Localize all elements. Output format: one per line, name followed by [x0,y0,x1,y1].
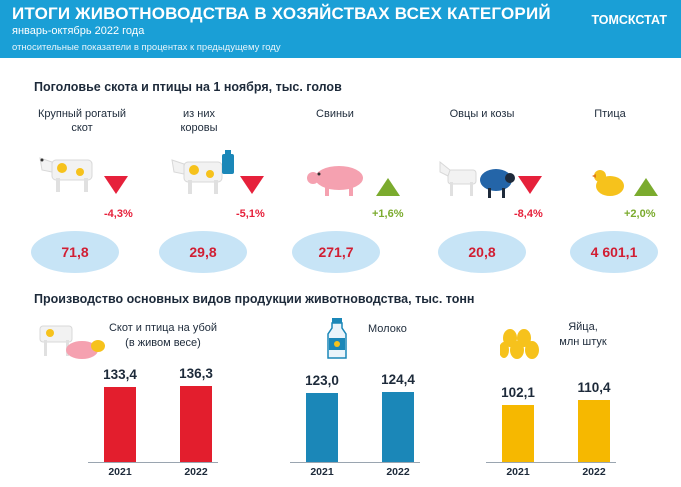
bird-icon [592,170,624,196]
sheep-goat-icon [439,160,515,198]
value-cattle: 71,8 [61,244,89,260]
year-milk-2022: 2022 [386,466,410,478]
value-ellipse-sheep-goats: 20,8 [438,231,526,273]
label-eggs: Яйца, млн штук [559,321,607,348]
label-slaughter: Скот и птица на убой (в живом весе) [108,322,218,349]
arrow-up-icon [634,178,658,196]
change-cows: -5,1% [236,208,265,220]
value-pigs: 271,7 [318,244,354,260]
value-ellipse-cows: 29,8 [159,231,247,273]
cow-icon [39,157,93,192]
bar-value-slaughter-2022: 136,3 [179,365,213,381]
change-cattle: -4,3% [104,208,133,220]
label-pigs: Свиньи [316,108,354,120]
dairy-cow-icon [171,150,234,194]
arrow-down-icon [518,176,542,194]
bar-value-milk-2021: 123,0 [305,373,339,389]
value-ellipse-pigs: 271,7 [292,231,380,273]
value-ellipse-poultry: 4 601,1 [570,231,658,273]
value-poultry: 4 601,1 [590,244,638,260]
bar-eggs-2022 [578,400,610,462]
milk-bottle-icon [327,318,347,359]
bar-value-eggs-2021: 102,1 [501,384,535,400]
value-cows: 29,8 [189,244,217,260]
header-banner: ИТОГИ ЖИВОТНОВОДСТВА В ХОЗЯЙСТВАХ ВСЕХ К… [0,0,681,58]
arrow-down-icon [240,176,264,194]
label-sheep-goats: Овцы и козы [449,108,515,120]
baseline-slaughter [88,462,218,463]
bar-value-milk-2022: 124,4 [381,372,415,388]
change-pigs: +1,6% [372,208,404,220]
label-poultry: Птица [594,108,626,120]
baseline-eggs [486,462,616,463]
brand-logo: ТОМСКСТАТ [591,13,667,27]
change-poultry: +2,0% [624,208,656,220]
bar-milk-2022 [382,392,414,462]
arrow-down-icon [104,176,128,194]
value-sheep-goats: 20,8 [468,244,496,260]
bar-slaughter-2021 [104,387,136,462]
pig-icon [307,166,363,196]
page-subtitle: январь-октябрь 2022 года [12,25,145,37]
change-sheep-goats: -8,4% [514,208,543,220]
value-ellipse-cattle: 71,8 [31,231,119,273]
bar-value-slaughter-2021: 133,4 [103,367,137,383]
livestock-icon [39,325,105,359]
bar-value-eggs-2022: 110,4 [577,380,611,396]
year-milk-2021: 2021 [310,466,334,478]
bar-eggs-2021 [502,404,534,462]
year-eggs-2021: 2021 [506,466,530,478]
year-slaughter-2021: 2021 [108,466,132,478]
production-section-title: Производство основных видов продукции жи… [34,292,475,306]
page-title: ИТОГИ ЖИВОТНОВОДСТВА В ХОЗЯЙСТВАХ ВСЕХ К… [12,4,551,23]
label-milk: Молоко [368,323,407,335]
arrow-up-icon [376,178,400,196]
livestock-section-title: Поголовье скота и птицы на 1 ноября, тыс… [34,80,342,94]
eggs-icon [500,329,539,359]
label-cows: из них коровы [180,108,218,134]
year-eggs-2022: 2022 [582,466,606,478]
baseline-milk [290,462,420,463]
bar-milk-2021 [306,393,338,462]
bar-slaughter-2022 [180,385,212,462]
year-slaughter-2022: 2022 [184,466,208,478]
page-note: относительные показатели в процентах к п… [12,42,281,53]
label-cattle: Крупный рогатый скот [37,108,126,134]
